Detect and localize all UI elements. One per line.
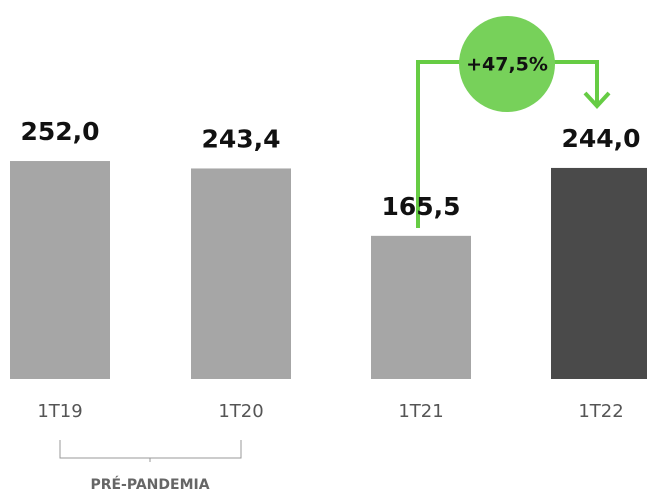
change-label: +47,5%: [466, 54, 548, 76]
value-label: 244,0: [561, 124, 640, 153]
value-label: 165,5: [381, 192, 460, 221]
value-label: 252,0: [20, 117, 99, 146]
x-tick-label: 1T22: [578, 401, 623, 422]
bar: [371, 235, 471, 379]
group-bracket: [59, 440, 242, 462]
bar: [10, 161, 110, 379]
bar: [551, 167, 647, 379]
bracket: [59, 440, 242, 459]
x-tick-label: 1T20: [218, 401, 263, 422]
group-label: PRÉ-PANDEMIA: [90, 476, 209, 493]
bar: [191, 168, 291, 379]
x-tick-label: 1T21: [398, 401, 443, 422]
value-label: 243,4: [201, 124, 280, 153]
arrow-head: [583, 91, 611, 109]
change-badge: [459, 16, 555, 112]
x-tick-label: 1T19: [37, 401, 82, 422]
